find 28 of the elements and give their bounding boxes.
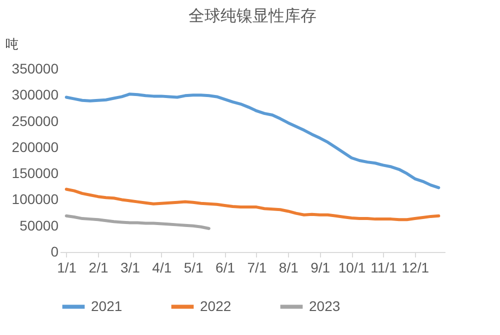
x-tick-label: 9/1 [310,260,330,276]
line-series [64,92,440,190]
x-tick-label: 4/1 [152,260,172,276]
x-tick-label: 3/1 [120,260,140,276]
x-tick-label: 7/1 [247,260,267,276]
y-tick-label: 150000 [12,165,59,182]
y-tick-label: 200000 [12,138,59,155]
x-tick-label: 1/1 [57,260,77,276]
chart-title: 全球纯镍显性库存 [188,7,316,25]
y-tick-label: 100000 [12,191,59,208]
y-tick-label: 300000 [12,86,59,103]
y-tick-label: 50000 [20,217,59,234]
x-tick-label: 10/1 [338,260,366,276]
x-tick-label: 6/1 [216,260,236,276]
legend-label: 2023 [309,298,340,314]
y-tick-label: 350000 [12,60,59,76]
y-tick-label: 250000 [12,112,59,129]
x-tick-label: 5/1 [184,260,204,276]
x-tick-label: 12/1 [402,260,430,276]
x-tick-label: 2/1 [88,260,108,276]
line-series [64,188,440,222]
line-series [64,214,210,230]
legend-label: 2022 [200,298,232,314]
x-tick-label: 8/1 [278,260,299,276]
legend-label: 2021 [91,298,122,314]
x-tick-label: 11/1 [370,260,398,276]
y-tick-label: 0 [50,244,59,260]
y-axis-title: 吨 [6,36,18,52]
